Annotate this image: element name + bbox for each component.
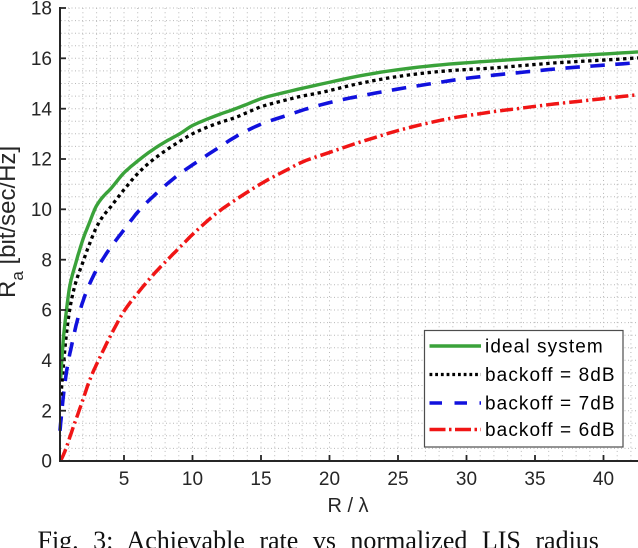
svg-text:Fig. 3: Achievable rate vs nor: Fig. 3: Achievable rate vs normalized LI… [38,526,599,548]
svg-text:35: 35 [524,469,545,490]
svg-text:4: 4 [41,351,52,372]
svg-text:25: 25 [387,469,408,490]
svg-text:Ra [bit/sec/Hz]: Ra [bit/sec/Hz] [0,146,27,298]
svg-text:5: 5 [119,469,130,490]
svg-text:10: 10 [31,200,52,221]
svg-text:6: 6 [41,301,52,322]
svg-text:8: 8 [41,250,52,271]
svg-text:0: 0 [41,452,52,473]
svg-text:14: 14 [31,99,53,120]
svg-text:backoff = 7dB: backoff = 7dB [485,394,616,415]
svg-text:backoff = 8dB: backoff = 8dB [485,365,616,386]
svg-text:15: 15 [250,469,271,490]
svg-text:12: 12 [31,150,52,171]
svg-text:R / λ: R / λ [327,495,368,517]
svg-text:40: 40 [593,469,614,490]
svg-text:16: 16 [31,49,52,70]
svg-text:10: 10 [182,469,203,490]
svg-text:2: 2 [41,401,52,422]
svg-text:ideal system: ideal system [485,337,604,358]
svg-text:18: 18 [31,0,52,20]
svg-text:20: 20 [319,469,340,490]
svg-text:backoff = 6dB: backoff = 6dB [485,420,616,441]
svg-text:30: 30 [456,469,477,490]
